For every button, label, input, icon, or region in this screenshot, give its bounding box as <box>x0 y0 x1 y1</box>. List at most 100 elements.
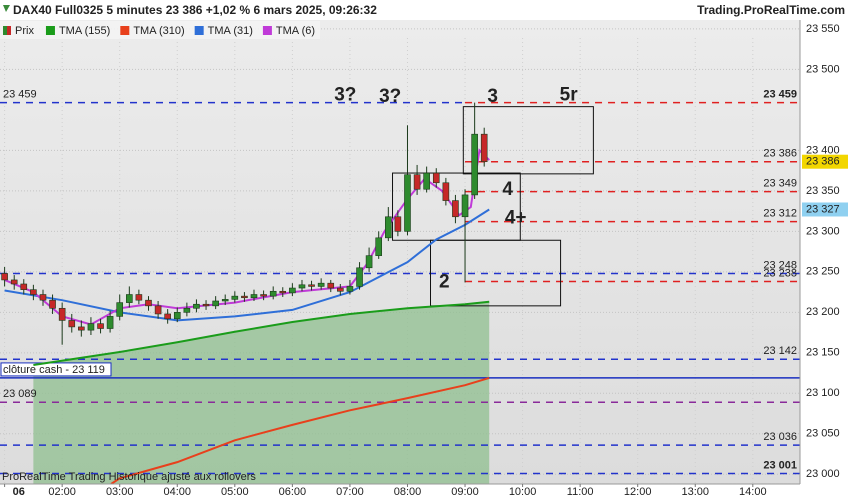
indicator-line <box>4 208 490 322</box>
candle-body <box>20 283 28 290</box>
candle-body <box>413 174 421 190</box>
candle-body <box>442 182 450 201</box>
axis-tag <box>802 154 848 169</box>
candle-body <box>298 284 306 289</box>
y-tick-label: 23 550 <box>806 23 840 35</box>
source: Trading.ProRealTime.com <box>697 3 845 17</box>
indicator-line <box>110 376 490 485</box>
level-label: 23 386 <box>763 148 797 160</box>
candle-body <box>39 294 47 301</box>
candle-body <box>106 316 114 329</box>
indicator-line <box>33 300 490 366</box>
candle-body <box>337 287 344 292</box>
candle-body <box>221 299 229 302</box>
level-label: 23 248 <box>763 259 797 271</box>
candle-body <box>78 326 85 331</box>
annotation: 3 <box>487 86 498 107</box>
candle-body <box>193 303 200 309</box>
candle-body <box>404 174 411 232</box>
level-label: 23 459 <box>3 89 37 101</box>
candle-body <box>10 279 18 285</box>
annotation: 3? <box>379 86 401 107</box>
x-tick-label: 08:00 <box>394 486 422 498</box>
candle-body <box>58 307 66 321</box>
candle-body <box>317 282 325 287</box>
y-tick-label: 23 000 <box>806 468 840 480</box>
candle-body <box>327 282 335 289</box>
candle-body <box>68 320 76 328</box>
candle-body <box>212 300 219 307</box>
axis-tag-label: 23 327 <box>806 203 840 215</box>
level-label: 23 312 <box>763 208 797 220</box>
y-tick-label: 23 150 <box>806 347 840 359</box>
zone-box <box>462 106 594 175</box>
candle-body <box>173 312 181 320</box>
candle-body <box>423 172 430 190</box>
x-tick-label: 06:00 <box>279 486 307 498</box>
x-tick-label: 09:00 <box>451 486 479 498</box>
y-tick-label: 23 500 <box>806 63 840 75</box>
candle-body <box>365 255 373 269</box>
candle-body <box>116 302 124 317</box>
candle-body <box>346 286 354 292</box>
candle-body <box>87 323 95 331</box>
candle-body <box>183 307 191 313</box>
y-tick-label: 23 400 <box>806 144 840 156</box>
header-bg <box>0 0 850 20</box>
level-label: 23 238 <box>763 267 797 279</box>
candle-body <box>97 323 104 329</box>
level-label: 23 459 <box>763 89 797 101</box>
candle-body <box>269 290 277 297</box>
chart-title: DAX40 Full0325 5 minutes 23 386 +1,02 % … <box>13 3 377 17</box>
level-label: 23 036 <box>763 431 797 443</box>
annotation: 4+ <box>505 207 527 228</box>
legend-swatch <box>3 26 7 35</box>
candle-body <box>30 289 37 295</box>
axis-bg <box>800 20 850 484</box>
x-axis-bg <box>0 484 850 500</box>
candle-body <box>279 290 287 294</box>
candle-body <box>49 299 56 309</box>
level-label: 23 349 <box>763 178 797 190</box>
candle-body <box>154 305 162 315</box>
y-tick-label: 23 200 <box>806 306 840 318</box>
level-label: clôture cash - 23 119 <box>3 364 105 376</box>
candle-body <box>135 294 143 301</box>
candle-body <box>375 237 383 256</box>
level-label: 23 142 <box>763 345 797 357</box>
candle-body <box>432 172 440 184</box>
candle-body <box>452 200 459 218</box>
x-tick-label: 02:00 <box>48 486 76 498</box>
x-tick-label: 07:00 <box>336 486 364 498</box>
x-tick-label: 10:00 <box>509 486 537 498</box>
level-label-box <box>0 362 112 377</box>
y-tick-label: 23 300 <box>806 225 840 237</box>
annotation: 2 <box>439 271 450 292</box>
candle-body <box>126 294 133 303</box>
legend-swatch <box>45 26 55 35</box>
candle-body <box>164 313 171 320</box>
x-tick-label: 12:00 <box>624 486 652 498</box>
legend-label: TMA (310) <box>133 25 184 37</box>
candle-body <box>250 294 258 299</box>
legend-swatch <box>194 26 204 35</box>
zone-box <box>392 172 521 241</box>
level-label: 23 001 <box>763 459 797 471</box>
candle-body <box>356 267 363 287</box>
annotation: 4 <box>502 179 513 200</box>
legend-swatch <box>7 26 11 35</box>
candle-body <box>202 303 210 307</box>
candle-body <box>308 284 315 287</box>
candle-body <box>471 133 478 196</box>
x-tick-label: 14:00 <box>739 486 767 498</box>
legend-label: TMA (6) <box>276 25 315 37</box>
annotation: 5r <box>560 84 579 105</box>
candle-body <box>231 295 239 300</box>
candle-body <box>260 294 267 297</box>
candle-body <box>394 216 402 232</box>
legend-label: TMA (155) <box>59 25 110 37</box>
candle-body <box>480 133 488 163</box>
